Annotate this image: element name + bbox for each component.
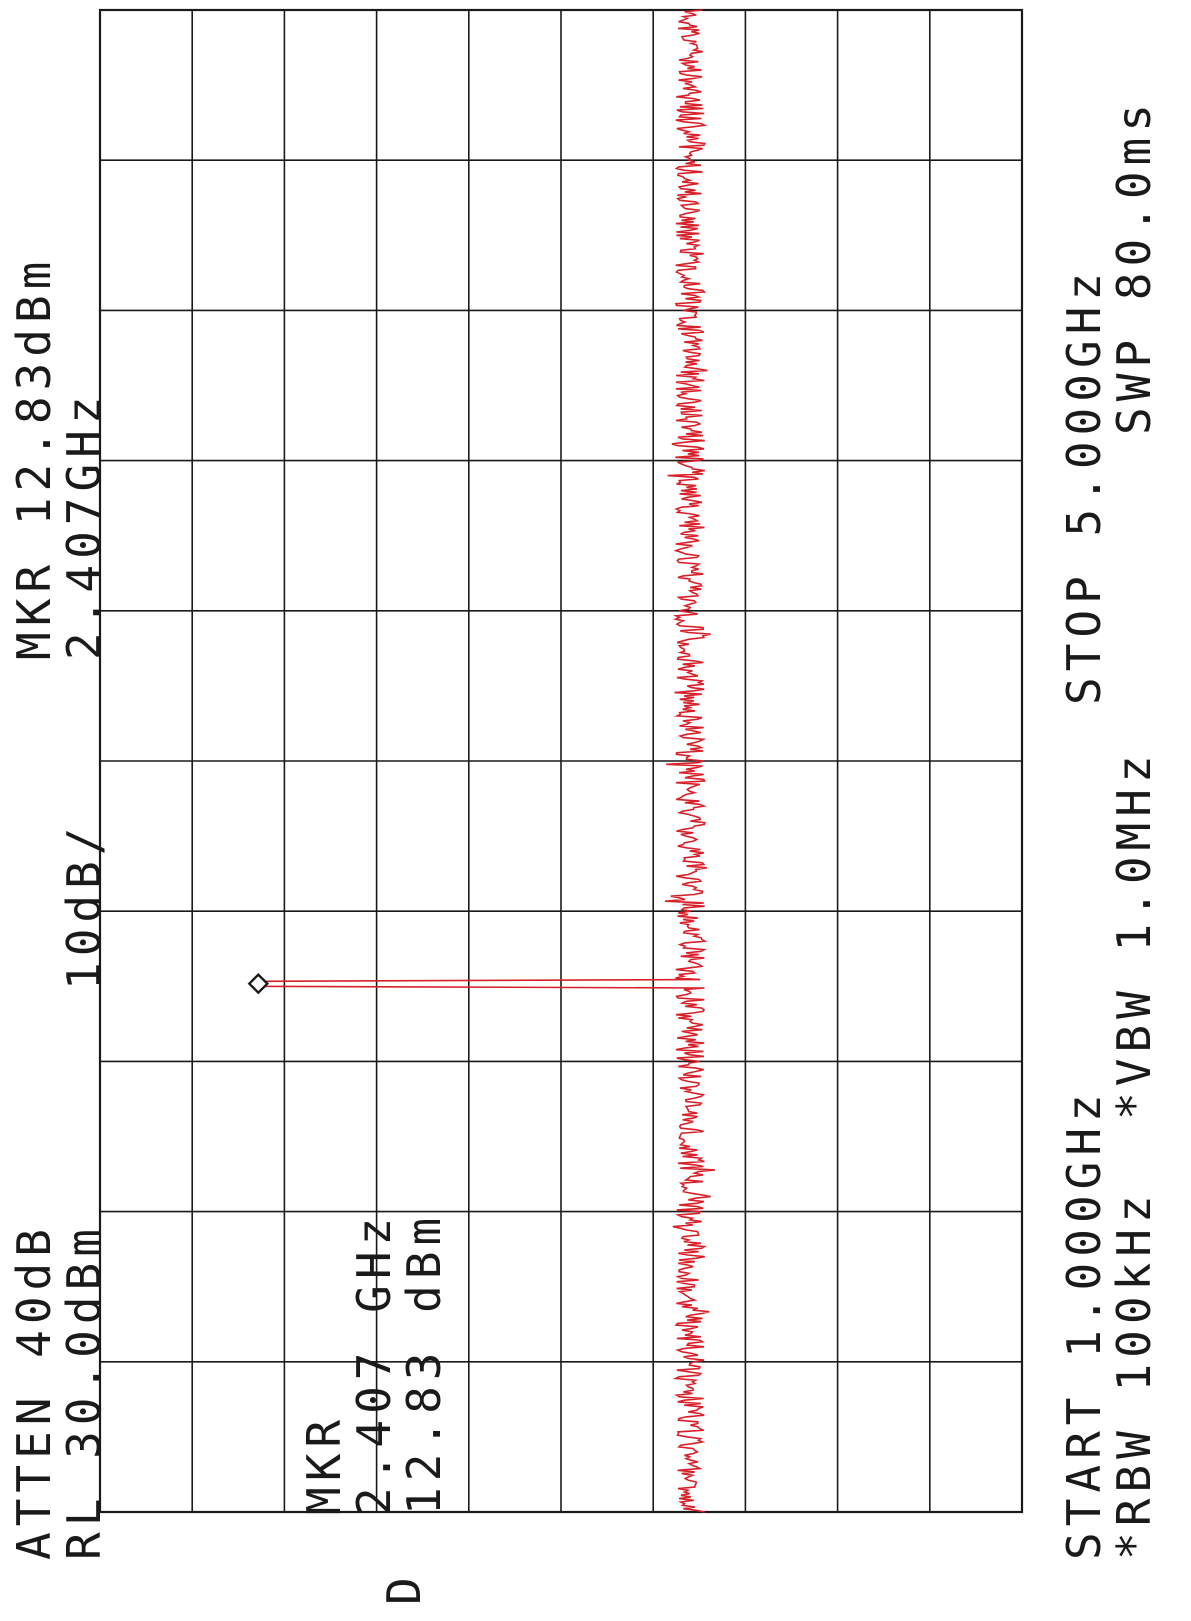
sweep-time-label: SWP 80.0ms: [1107, 98, 1161, 435]
marker-layer: [247, 972, 270, 995]
spectrum-trace: [257, 9, 715, 1513]
graticule: [98, 8, 1024, 1514]
marker-box-level: 12.83 dBm: [397, 1212, 451, 1515]
vbw-label: *VBW 1.0MHz: [1107, 749, 1161, 1120]
detector-label: D: [377, 1571, 431, 1605]
stop-frequency-label: STOP 5.000GHz: [1057, 267, 1111, 705]
plot-frame: [98, 8, 1024, 1514]
marker-box-freq: 2.407 GHz: [347, 1212, 401, 1515]
ref-level-label: RL 30.0dBm: [57, 1223, 111, 1560]
diamond-marker-icon: [247, 972, 270, 995]
marker-box-title: MKR: [297, 1414, 351, 1515]
trace-layer: [257, 9, 715, 1513]
rbw-label: *RBW 100kHz: [1107, 1189, 1161, 1560]
scale-label: 10dB/: [57, 822, 111, 990]
start-frequency-label: START 1.000GHz: [1057, 1088, 1111, 1560]
marker-freq-readout: 2.407GHz: [57, 390, 111, 660]
marker-level-readout: MKR 12.83dBm: [7, 256, 61, 660]
atten-label: ATTEN 40dB: [7, 1223, 61, 1560]
